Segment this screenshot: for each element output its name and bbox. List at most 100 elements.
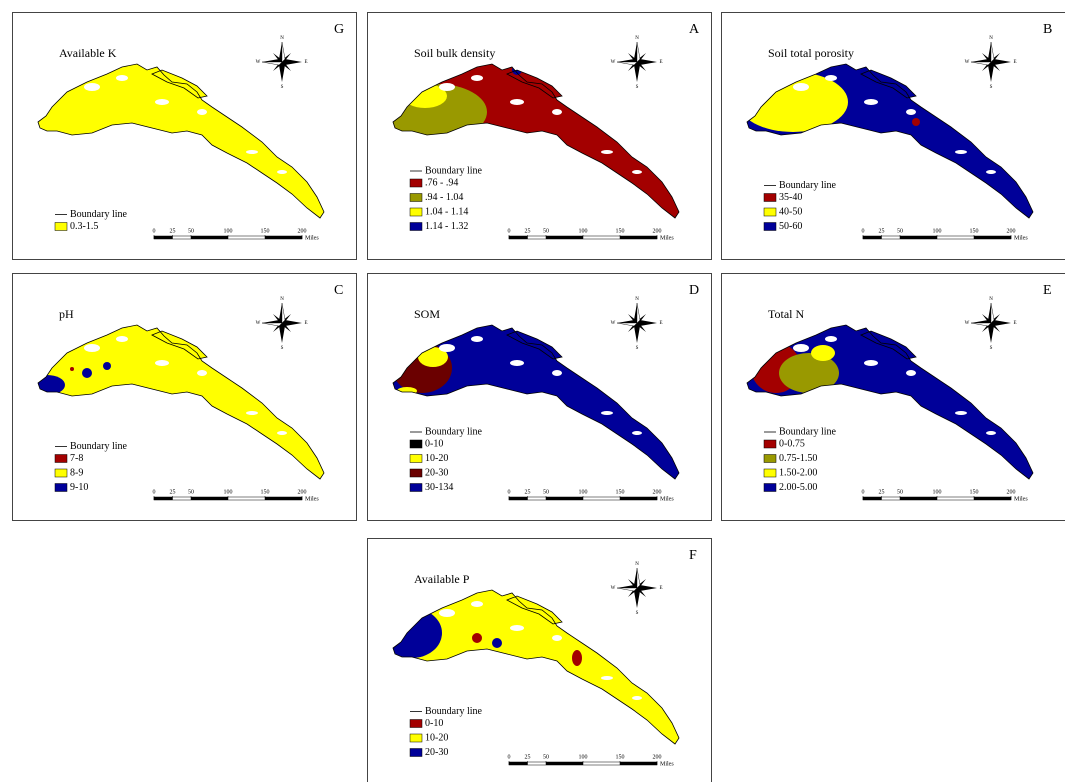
map-gap [510, 360, 524, 366]
scale-bar-label: 200 [1007, 228, 1016, 234]
compass-s: S [636, 346, 639, 351]
scale-bar-label: 100 [579, 754, 588, 760]
compass-n: N [635, 36, 639, 41]
map-gap [84, 344, 100, 352]
map-gap [277, 170, 287, 174]
legend-label: 20-30 [425, 747, 448, 758]
legend-label: 1.04 - 1.14 [425, 206, 468, 217]
panel-title: SOM [414, 307, 440, 321]
legend-label: 0-10 [425, 718, 443, 729]
scale-bar-label: 25 [525, 489, 531, 495]
map-gap [601, 150, 613, 154]
scale-bar-label: 25 [170, 228, 176, 234]
scale-bar-segment [546, 236, 583, 239]
legend-swatch [764, 455, 776, 463]
map-gap [986, 431, 996, 435]
compass-e: E [304, 60, 307, 65]
page: GAvailable KNSEWBoundary line0.3-1.50255… [0, 0, 1065, 782]
map-gap [197, 370, 207, 376]
scale-bar-segment [509, 497, 528, 500]
map-patch [811, 345, 835, 361]
scale-bar-segment [509, 762, 528, 765]
legend-boundary-label: Boundary line [70, 441, 127, 452]
scale-bar-label: 150 [616, 754, 625, 760]
scale-bar-segment [620, 762, 657, 765]
panel-label: B [1043, 22, 1052, 37]
map-gap [471, 336, 483, 342]
legend-swatch [410, 469, 422, 477]
scale-bar-label: 50 [897, 228, 903, 234]
scale-bar-label: 25 [170, 489, 176, 495]
map-gap [439, 344, 455, 352]
legend-label: .94 - 1.04 [425, 192, 463, 203]
map-gap [439, 83, 455, 91]
legend-swatch [410, 455, 422, 463]
scale-bar-label: 150 [261, 489, 270, 495]
scale-bar-label: 150 [970, 228, 979, 234]
legend-swatch [764, 194, 776, 202]
legend-label: 10-20 [425, 453, 448, 464]
compass-w: W [256, 60, 261, 65]
scale-bar-label: 25 [525, 228, 531, 234]
legend-swatch [764, 440, 776, 448]
figure: GAvailable KNSEWBoundary line0.3-1.50255… [0, 0, 1065, 782]
scale-bar-unit: Miles [660, 761, 674, 767]
map-gap [246, 150, 258, 154]
panel-label: D [689, 283, 699, 298]
scale-bar-segment [900, 497, 937, 500]
legend-label: 2.00-5.00 [779, 482, 817, 493]
map-patch [103, 362, 111, 370]
map-gap [510, 625, 524, 631]
scale-bar-label: 200 [298, 489, 307, 495]
legend-label: 8-9 [70, 467, 83, 478]
map-gap [510, 99, 524, 105]
map-gap [955, 411, 967, 415]
legend-label: 0.75-1.50 [779, 453, 817, 464]
legend-swatch [410, 179, 422, 187]
scale-bar-segment [154, 236, 173, 239]
map-gap [864, 360, 878, 366]
legend-label: 50-60 [779, 221, 802, 232]
scale-bar-segment [546, 762, 583, 765]
panel-title: Total N [768, 307, 804, 321]
panel-title: Soil total porosity [768, 46, 854, 60]
panel-title: Available K [59, 46, 117, 60]
scale-bar-unit: Miles [660, 235, 674, 241]
scale-bar-label: 25 [879, 489, 885, 495]
map-gap [825, 336, 837, 342]
scale-bar-segment [900, 236, 937, 239]
legend-label: 0-10 [425, 438, 443, 449]
legend-label: 20-30 [425, 467, 448, 478]
map-gap [552, 635, 562, 641]
compass-e: E [659, 60, 662, 65]
map-gap [793, 83, 809, 91]
scale-bar-label: 0 [508, 228, 511, 234]
scale-bar-unit: Miles [1014, 235, 1028, 241]
scale-bar-label: 0 [153, 489, 156, 495]
scale-bar-segment [863, 497, 882, 500]
compass-e: E [1013, 60, 1016, 65]
scale-bar-segment [620, 497, 657, 500]
scale-bar-label: 25 [525, 754, 531, 760]
scale-bar-segment [974, 497, 1011, 500]
legend-label: 40-50 [779, 206, 802, 217]
map-gap [246, 411, 258, 415]
legend-swatch [410, 734, 422, 742]
scale-bar-unit: Miles [305, 235, 319, 241]
map-patch [572, 650, 582, 666]
panel-label: E [1043, 283, 1052, 298]
compass-w: W [965, 60, 970, 65]
map-gap [601, 676, 613, 680]
map-gap [601, 411, 613, 415]
compass-w: W [256, 321, 261, 326]
scale-bar-segment [265, 497, 302, 500]
legend-swatch [410, 484, 422, 492]
compass-w: W [611, 60, 616, 65]
map-gap [277, 431, 287, 435]
legend-swatch [410, 440, 422, 448]
legend-boundary-label: Boundary line [425, 706, 482, 717]
compass-n: N [635, 562, 639, 567]
compass-s: S [281, 85, 284, 90]
compass-s: S [990, 346, 993, 351]
legend-swatch [55, 223, 67, 231]
